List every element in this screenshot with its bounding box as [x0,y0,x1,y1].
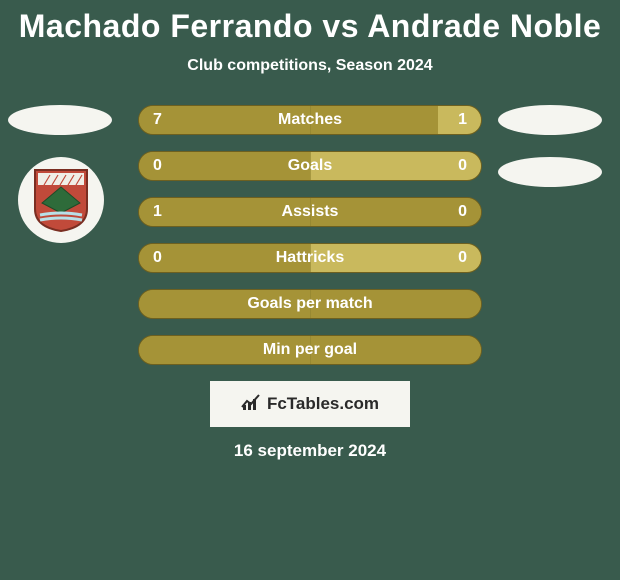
stats-card: Machado Ferrando vs Andrade Noble Club c… [0,0,620,580]
stat-value-right: 1 [458,111,467,129]
footer-date: 16 september 2024 [0,441,620,461]
stat-value-left: 0 [153,249,162,267]
subtitle: Club competitions, Season 2024 [0,57,620,75]
stat-label: Matches [139,111,481,129]
stat-row: Min per goal [138,335,482,365]
right-side-badges [498,105,602,187]
stat-bars: Matches71Goals00Assists10Hattricks00Goal… [138,105,482,365]
stat-row: Goals0 0 [138,151,482,181]
stat-value-left: 1 [153,203,162,221]
stat-row: Hattricks0 0 [138,243,482,273]
stat-row: Goals per match [138,289,482,319]
title-player-right: Andrade Noble [367,8,601,44]
stat-value-left: 0 [153,157,162,175]
content-area: Matches71Goals00Assists10Hattricks00Goal… [0,105,620,461]
stat-label: Goals [139,157,481,175]
stat-value-right: 0 [458,203,467,221]
page-title: Machado Ferrando vs Andrade Noble [0,0,620,45]
stat-label: Assists [139,203,481,221]
stat-label: Hattricks [139,249,481,267]
title-vs: vs [322,8,359,44]
club-badge-left [18,157,104,243]
stat-label: Goals per match [139,295,481,313]
title-player-left: Machado Ferrando [19,8,313,44]
stat-row: Matches7 1 [138,105,482,135]
stat-value-right: 0 [458,249,467,267]
stat-value-right: 0 [458,157,467,175]
right-ellipse-icon-2 [498,157,602,187]
shield-icon [32,167,90,233]
right-ellipse-icon-1 [498,105,602,135]
left-side-badges [8,105,112,243]
stat-value-left: 7 [153,111,162,129]
source-logo: FcTables.com [210,381,410,427]
chart-icon [241,393,261,416]
stat-label: Min per goal [139,341,481,359]
stat-row: Assists1 0 [138,197,482,227]
left-ellipse-icon [8,105,112,135]
logo-text: FcTables.com [267,394,379,414]
